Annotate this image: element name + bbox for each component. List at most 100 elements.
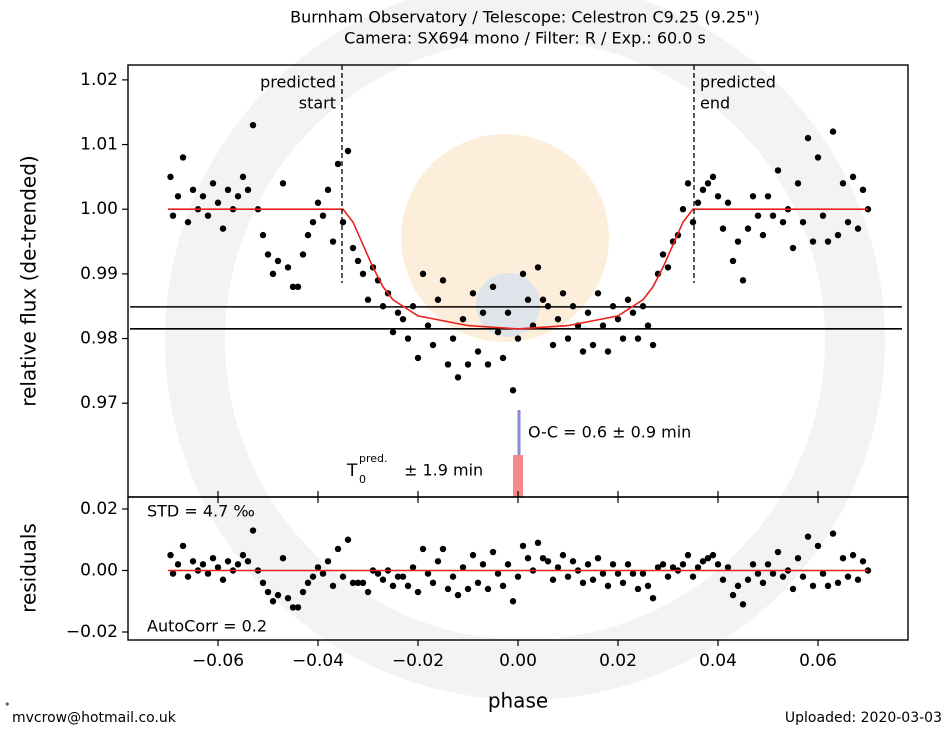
data-point — [224, 558, 232, 565]
data-point — [774, 167, 782, 174]
data-point — [329, 238, 337, 245]
data-point — [684, 180, 692, 187]
x-tick-label: 0.00 — [499, 651, 537, 671]
data-point — [374, 570, 382, 577]
data-point — [779, 573, 787, 580]
data-point — [284, 594, 292, 602]
data-point — [679, 561, 687, 568]
footer-marker: * — [5, 702, 10, 712]
y-tick-label: 1.02 — [80, 70, 118, 90]
predicted-label: end — [700, 94, 730, 113]
data-point — [314, 564, 322, 571]
data-point — [214, 199, 222, 206]
data-point — [809, 582, 817, 590]
data-point — [604, 348, 612, 355]
data-point — [694, 564, 702, 571]
data-point — [604, 582, 612, 590]
predicted-label: predicted — [700, 73, 776, 92]
data-point — [204, 570, 212, 577]
data-point — [499, 582, 507, 590]
data-point — [439, 545, 447, 553]
data-point — [459, 564, 467, 571]
data-point — [469, 290, 477, 297]
data-point — [539, 554, 547, 562]
data-point — [554, 315, 562, 323]
data-point — [854, 225, 862, 232]
data-point — [679, 206, 687, 213]
data-point — [654, 564, 662, 571]
data-point — [454, 374, 462, 381]
data-point — [524, 554, 532, 562]
std-label: STD = 4.7 ‰ — [147, 502, 255, 521]
data-point — [329, 582, 337, 590]
data-point — [439, 277, 447, 284]
data-point — [614, 570, 622, 577]
y-tick-label: 1.00 — [80, 199, 118, 219]
data-point — [244, 186, 252, 194]
data-point — [764, 193, 772, 200]
data-point — [349, 244, 357, 252]
data-point — [204, 212, 212, 219]
data-point — [479, 309, 487, 316]
data-point — [269, 270, 277, 278]
data-point — [464, 585, 472, 593]
data-point — [794, 180, 802, 187]
data-point — [744, 225, 752, 232]
data-point — [234, 561, 242, 568]
data-point — [599, 570, 607, 577]
t0-error: ± 1.9 min — [404, 461, 483, 480]
data-point — [579, 579, 587, 586]
data-point — [499, 354, 507, 362]
data-point — [289, 604, 297, 611]
data-point — [804, 134, 812, 142]
data-point — [409, 564, 417, 571]
data-point — [189, 186, 197, 194]
data-point — [399, 315, 407, 323]
data-point — [419, 545, 427, 553]
data-point — [244, 558, 252, 565]
data-point — [619, 335, 627, 342]
data-point — [379, 576, 387, 583]
data-point — [239, 551, 247, 559]
data-point — [179, 542, 187, 550]
data-point — [619, 579, 627, 586]
data-point — [844, 573, 852, 580]
data-point — [167, 173, 174, 181]
data-point — [744, 576, 752, 583]
data-point — [404, 582, 412, 590]
data-point — [734, 238, 742, 245]
data-point — [449, 573, 457, 580]
data-point — [549, 341, 557, 349]
data-point — [484, 361, 492, 368]
data-point — [709, 551, 717, 559]
data-point — [424, 322, 432, 329]
data-point — [489, 283, 497, 291]
data-point — [234, 193, 242, 200]
data-point — [174, 561, 182, 568]
data-point — [184, 218, 192, 226]
data-point — [349, 579, 357, 586]
data-point — [829, 128, 837, 135]
data-point — [814, 542, 822, 550]
data-point — [169, 570, 177, 577]
predicted-label: predicted — [260, 73, 336, 92]
data-point — [799, 218, 807, 226]
data-point — [809, 238, 817, 245]
y-axis-label: residuals — [17, 523, 41, 613]
data-point — [659, 251, 667, 258]
data-point — [659, 561, 667, 568]
data-point — [484, 585, 492, 593]
data-point — [174, 193, 182, 200]
data-point — [167, 551, 174, 559]
data-point — [269, 598, 277, 605]
data-point — [219, 225, 227, 232]
data-point — [489, 548, 497, 556]
data-point — [549, 576, 557, 583]
data-point — [564, 335, 572, 342]
data-point — [684, 551, 692, 559]
data-point — [624, 561, 632, 568]
data-point — [249, 121, 257, 129]
data-point — [304, 231, 312, 239]
y-tick-label: 1.01 — [80, 135, 118, 155]
data-point — [209, 180, 217, 187]
